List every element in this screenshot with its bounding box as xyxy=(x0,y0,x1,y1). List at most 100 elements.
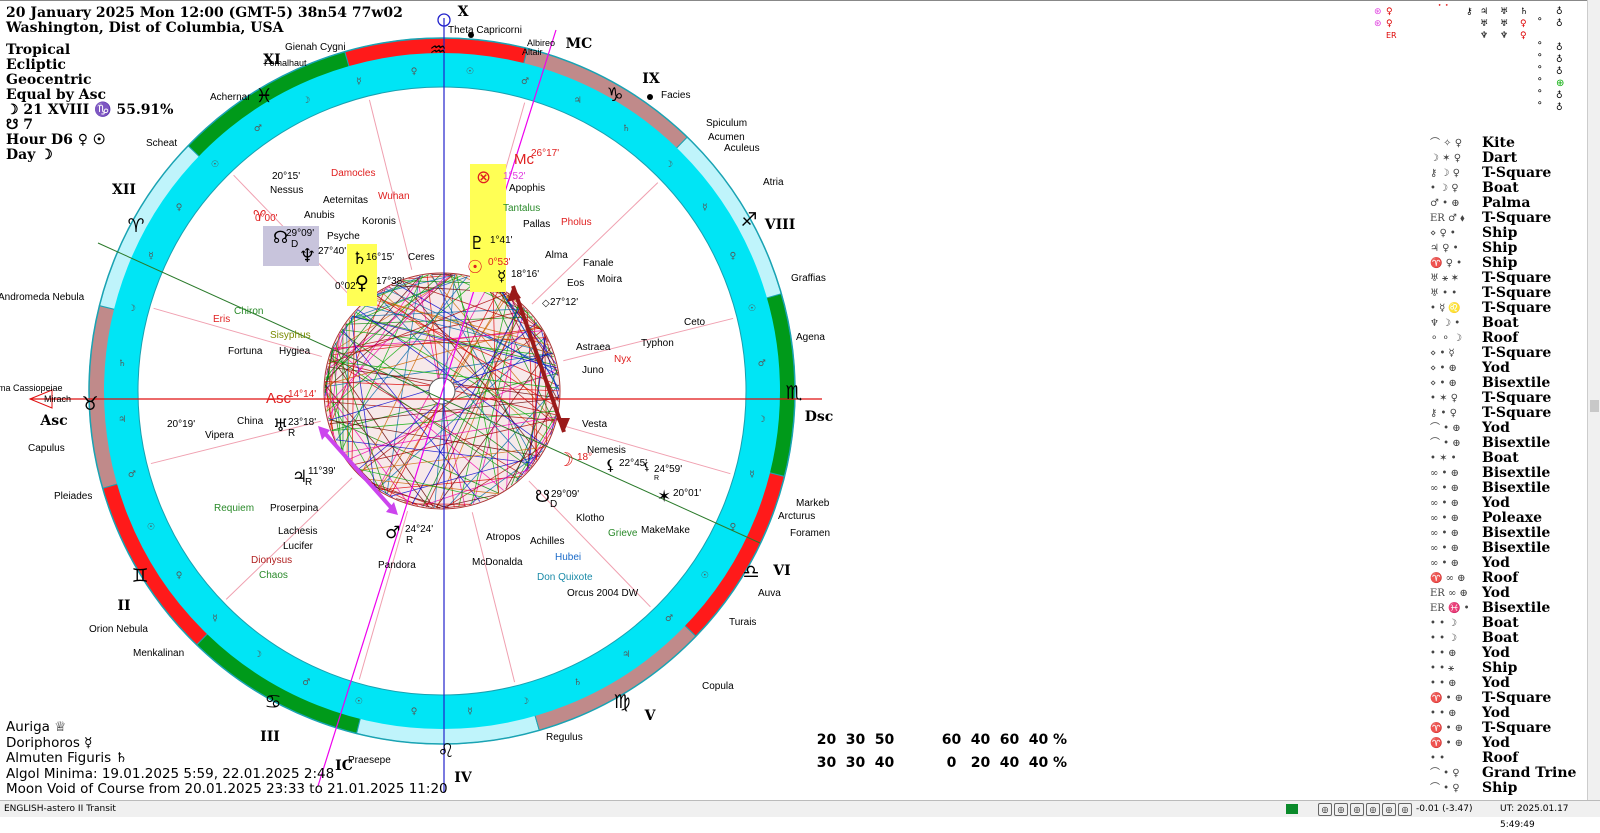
aspect-pattern-row[interactable]: ⋄ • ☿T-Square xyxy=(1430,346,1576,361)
aspect-pattern-icons: ∞ • ⊕ xyxy=(1430,481,1482,496)
aspect-pattern-row[interactable]: ⋄ ♀ •Ship xyxy=(1430,226,1576,241)
chart-label: Graffias xyxy=(791,273,826,284)
aspect-pattern-row[interactable]: ⌒ • ♀Ship xyxy=(1430,781,1576,796)
aspect-pattern-row[interactable]: • ☿ ♌T-Square xyxy=(1430,301,1576,316)
aspect-pattern-icons: ♈ ∞ ⊕ xyxy=(1430,571,1482,586)
aspect-pattern-name: Yod xyxy=(1482,706,1510,721)
aspect-pattern-row[interactable]: ♅ • •T-Square xyxy=(1430,286,1576,301)
aspect-pattern-row[interactable]: ♈ • ⊕Yod xyxy=(1430,736,1576,751)
aspect-pattern-row[interactable]: • ✶ •Boat xyxy=(1430,451,1576,466)
aspect-pattern-row[interactable]: ⚷ • ♀T-Square xyxy=(1430,406,1576,421)
aspect-pattern-row[interactable]: ♈ ♀ •Ship xyxy=(1430,256,1576,271)
decan-glyph: ☽ xyxy=(254,650,262,660)
aspect-pattern-row[interactable]: ♈ ∞ ⊕Roof xyxy=(1430,571,1576,586)
chart-label: Pholus xyxy=(561,217,592,228)
aspect-pattern-row[interactable]: ⚷ ☽ ♀T-Square xyxy=(1430,166,1576,181)
chart-label: Fortuna xyxy=(228,346,263,357)
chart-label: Nyx xyxy=(614,354,631,365)
aspect-pattern-name: Boat xyxy=(1482,631,1519,646)
aspect-pattern-row[interactable]: ⚬ ⚬ ☽Roof xyxy=(1430,331,1576,346)
aspect-pattern-row[interactable]: ⋄ • ⊕Bisextile xyxy=(1430,376,1576,391)
venus-icon: ♀ xyxy=(355,272,369,294)
chart-label: Andromeda Nebula xyxy=(0,292,85,303)
status-icon-3[interactable]: ◎ xyxy=(1350,803,1364,816)
aspect-pattern-row[interactable]: • • ⊕Yod xyxy=(1430,676,1576,691)
aspect-pattern-icons: ♅ • • xyxy=(1430,286,1482,301)
decan-glyph: ♀ xyxy=(411,67,418,77)
aspect-pattern-row[interactable]: ∞ • ⊕Bisextile xyxy=(1430,481,1576,496)
status-icon-6[interactable]: ◎ xyxy=(1398,803,1412,816)
chart-label: Turais xyxy=(729,617,756,628)
chart-label: ma Cassiopeiae xyxy=(0,383,63,393)
chart-label: 20°15' xyxy=(272,171,300,182)
aspect-pattern-row[interactable]: ∞ • ⊕Bisextile xyxy=(1430,526,1576,541)
aspect-pattern-row[interactable]: • • ⚹Ship xyxy=(1430,661,1576,676)
aspect-pattern-row[interactable]: • • ⊕Yod xyxy=(1430,646,1576,661)
chart-label: Dionysus xyxy=(251,555,292,566)
chart-label: 1°52' xyxy=(503,171,526,182)
aspect-pattern-row[interactable]: ♈ • ⊕T-Square xyxy=(1430,691,1576,706)
decan-glyph: ♃ xyxy=(118,415,126,425)
status-mode: ENGLISH-astero II Transit xyxy=(4,801,116,817)
aspect-pattern-row[interactable]: • • ☽Boat xyxy=(1430,631,1576,646)
aspect-pattern-row[interactable]: ♂ • ⊕Palma xyxy=(1430,196,1576,211)
aspect-pattern-row[interactable]: ⌒ ✧ ♀Kite xyxy=(1430,136,1576,151)
chart-label: Proserpina xyxy=(270,503,319,514)
aspect-pattern-row[interactable]: • • ☽Boat xyxy=(1430,616,1576,631)
aspect-pattern-row[interactable]: • ☽ ♀Boat xyxy=(1430,181,1576,196)
aspect-pattern-icons: • ✶ • xyxy=(1430,451,1482,466)
vertical-scrollbar[interactable] xyxy=(1587,0,1600,800)
status-icon-1[interactable]: ◎ xyxy=(1318,803,1332,816)
aspect-pattern-row[interactable]: ♅ ⚹ ✶T-Square xyxy=(1430,271,1576,286)
aspect-pattern-row[interactable]: ∞ • ⊕Yod xyxy=(1430,556,1576,571)
chart-label: 18° xyxy=(577,452,592,463)
aspect-pattern-row[interactable]: ∞ • ⊕Poleaxe xyxy=(1430,511,1576,526)
aspect-pattern-icons: ⋄ • ⊕ xyxy=(1430,361,1482,376)
scrollbar-thumb[interactable] xyxy=(1590,400,1599,412)
stat-r2-c2: 30 xyxy=(841,756,870,771)
aspect-pattern-name: Ship xyxy=(1482,241,1517,256)
aspect-pattern-name: Grand Trine xyxy=(1482,766,1576,781)
aspect-pattern-row[interactable]: ER ♂ ⬧T-Square xyxy=(1430,211,1576,226)
aspect-pattern-row[interactable]: ⌒ • ⊕Yod xyxy=(1430,421,1576,436)
status-icon-group[interactable]: ◎ ◎ ◎ ◎ ◎ ◎ xyxy=(1318,803,1412,816)
aspect-pattern-name: T-Square xyxy=(1482,301,1551,316)
aspect-pattern-row[interactable]: ⋄ • ⊕Yod xyxy=(1430,361,1576,376)
svg-text:⚬: ⚬ xyxy=(1536,75,1544,85)
aspect-pattern-name: Bisextile xyxy=(1482,541,1550,556)
status-icon-5[interactable]: ◎ xyxy=(1382,803,1396,816)
aspect-pattern-row[interactable]: ♃ ♀ •Ship xyxy=(1430,241,1576,256)
decan-glyph: ♄ xyxy=(118,359,126,369)
chart-label: Markeb xyxy=(796,498,830,509)
aspect-pattern-row[interactable]: ♆ ☽ •Boat xyxy=(1430,316,1576,331)
stat-r1-c1: 20 xyxy=(812,733,841,748)
aspect-pattern-row[interactable]: ☽ ✶ ♀Dart xyxy=(1430,151,1576,166)
part-of-fortune-icon: ⊗ xyxy=(476,167,491,188)
house-label: VI xyxy=(772,563,790,579)
aspect-pattern-name: Palma xyxy=(1482,196,1530,211)
svg-text:♀: ♀ xyxy=(1386,7,1393,17)
aspect-pattern-row[interactable]: ⌒ • ♀Grand Trine xyxy=(1430,766,1576,781)
aspect-pattern-row[interactable]: ♈ • ⊕T-Square xyxy=(1430,721,1576,736)
aspect-pattern-name: T-Square xyxy=(1482,271,1551,286)
chart-label: Aculeus xyxy=(724,143,760,154)
aspect-pattern-row[interactable]: ∞ • ⊕Bisextile xyxy=(1430,541,1576,556)
svg-text:♁: ♁ xyxy=(1556,102,1563,113)
top-right-glyph-panel: ⊛ ⊛ ♀ ♀ ER ♆♆ ⚷ ♃ ♅ ♅ ♅ ♆ ♆ ♄ ♀ ♀ ♁ ♁ ♁ … xyxy=(1370,4,1570,118)
chart-label: Regulus xyxy=(546,732,583,743)
decan-glyph: ♀ xyxy=(176,571,183,581)
status-icon-4[interactable]: ◎ xyxy=(1366,803,1380,816)
aspect-pattern-row[interactable]: • • ⊕Yod xyxy=(1430,706,1576,721)
aspect-pattern-name: Ship xyxy=(1482,226,1517,241)
aspect-pattern-row[interactable]: ER ♓ •Bisextile xyxy=(1430,601,1576,616)
aspect-pattern-row[interactable]: ∞ • ⊕Yod xyxy=(1430,496,1576,511)
aspect-pattern-row[interactable]: ∞ • ⊕Bisextile xyxy=(1430,466,1576,481)
aspect-pattern-row[interactable]: ⌒ • ⊕Bisextile xyxy=(1430,436,1576,451)
zodiac-sign-icon: ♍ xyxy=(613,691,630,713)
aspect-pattern-row[interactable]: • •Roof xyxy=(1430,751,1576,766)
status-icon-2[interactable]: ◎ xyxy=(1334,803,1348,816)
aspect-pattern-row[interactable]: ER ∞ ⊕Yod xyxy=(1430,586,1576,601)
aspect-pattern-row[interactable]: • ✶ ♀T-Square xyxy=(1430,391,1576,406)
aspect-pattern-list[interactable]: ⌒ ✧ ♀Kite☽ ✶ ♀Dart⚷ ☽ ♀T-Square• ☽ ♀Boat… xyxy=(1430,136,1576,796)
svg-text:♀: ♀ xyxy=(1386,19,1393,29)
